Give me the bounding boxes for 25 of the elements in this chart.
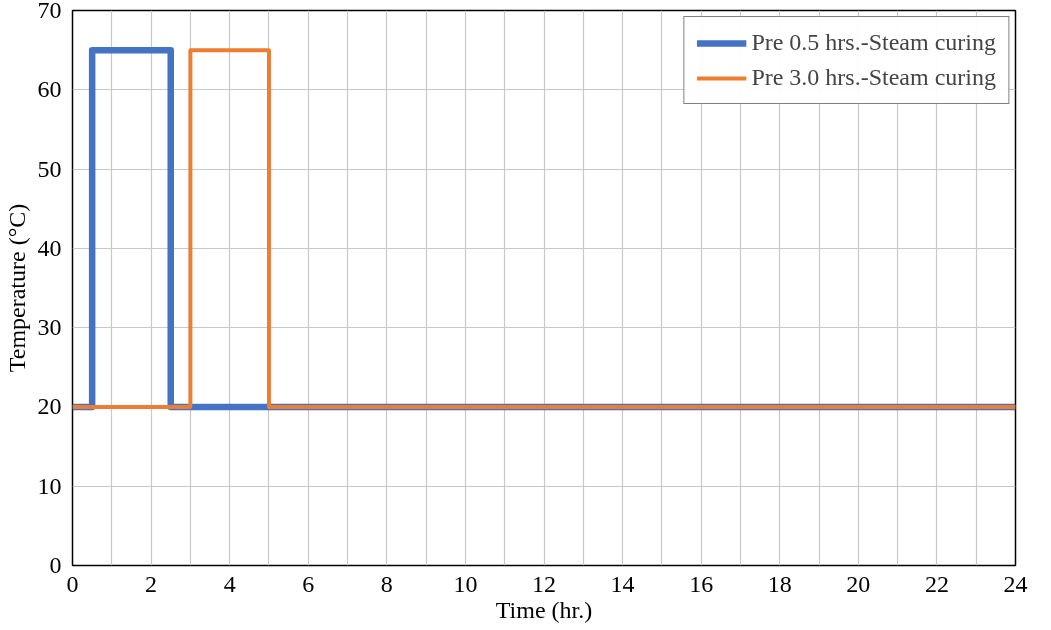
x-tick-label: 14 [610,570,635,597]
y-tick-label: 50 [37,155,62,182]
y-tick-label: 30 [37,314,62,341]
y-tick-label: 70 [37,0,62,23]
x-tick-label: 18 [767,570,792,597]
y-tick-label: 40 [37,234,62,261]
x-tick-label: 24 [1003,570,1028,597]
legend-label: Pre 0.5 hrs.-Steam curing [751,29,996,56]
x-tick-label: 10 [453,570,478,597]
y-tick-label: 60 [37,76,62,103]
y-tick-label: 0 [49,552,62,578]
x-tick-label: 16 [689,570,714,597]
x-tick-label: 4 [223,570,236,597]
x-tick-label: 8 [380,570,393,597]
x-tick-label: 12 [532,570,556,597]
x-tick-label: 20 [846,570,871,597]
x-tick-label: 0 [66,570,79,597]
y-axis-title: Temperature (°C) [3,203,30,373]
x-axis-title: Time (hr.) [495,596,593,623]
x-tick-label: 6 [302,570,315,597]
x-tick-label: 22 [924,570,949,597]
y-tick-label: 20 [37,393,62,420]
x-tick-label: 2 [145,570,158,597]
legend-label: Pre 3.0 hrs.-Steam curing [751,64,996,91]
y-tick-label: 10 [37,472,62,499]
